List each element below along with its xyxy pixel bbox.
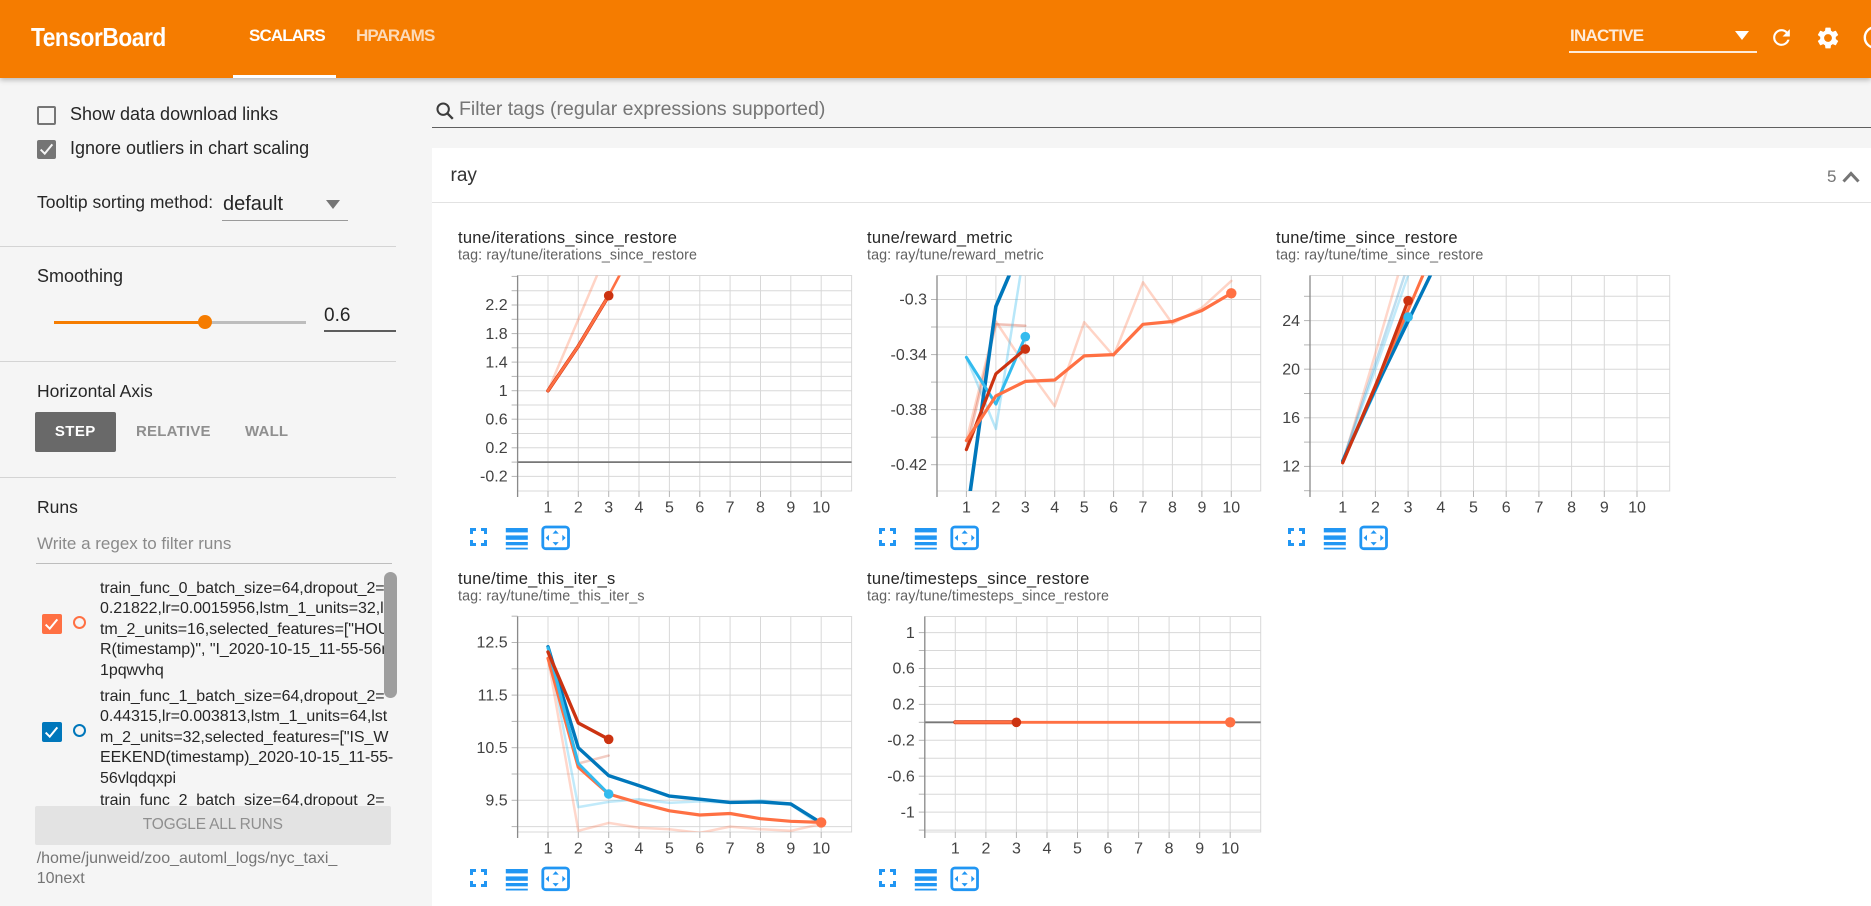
- svg-text:5: 5: [1080, 500, 1089, 517]
- svg-text:8: 8: [1165, 841, 1174, 858]
- svg-text:10: 10: [1221, 841, 1239, 858]
- svg-text:0.2: 0.2: [485, 440, 507, 457]
- svg-text:tune/time_since_restore: tune/time_since_restore: [1276, 229, 1458, 247]
- svg-text:2: 2: [981, 841, 990, 858]
- svg-text:10.5: 10.5: [476, 740, 507, 757]
- svg-text:-0.38: -0.38: [891, 402, 928, 419]
- svg-text:9: 9: [1197, 500, 1206, 517]
- svg-text:-0.42: -0.42: [891, 457, 928, 474]
- svg-text:3: 3: [1021, 500, 1030, 517]
- svg-text:2: 2: [1371, 500, 1380, 517]
- svg-text:4: 4: [1436, 500, 1445, 517]
- svg-text:tune/time_this_iter_s: tune/time_this_iter_s: [458, 570, 616, 588]
- svg-text:0.6: 0.6: [893, 661, 915, 678]
- svg-text:8: 8: [1567, 500, 1576, 517]
- svg-text:1: 1: [499, 383, 508, 400]
- svg-text:12.5: 12.5: [476, 635, 507, 652]
- svg-text:0.2: 0.2: [893, 697, 915, 714]
- svg-text:1: 1: [951, 841, 960, 858]
- svg-text:5: 5: [1073, 841, 1082, 858]
- svg-text:2: 2: [574, 841, 583, 858]
- svg-text:1: 1: [544, 841, 553, 858]
- svg-text:3: 3: [604, 841, 613, 858]
- svg-text:2: 2: [991, 500, 1000, 517]
- svg-text:4: 4: [635, 500, 644, 517]
- svg-text:9: 9: [1195, 841, 1204, 858]
- svg-text:5: 5: [665, 500, 674, 517]
- svg-text:20: 20: [1282, 361, 1300, 378]
- svg-text:10: 10: [1222, 500, 1240, 517]
- svg-text:7: 7: [726, 841, 735, 858]
- svg-text:-0.6: -0.6: [887, 768, 915, 785]
- svg-text:tag: ray/tune/iterations_since: tag: ray/tune/iterations_since_restore: [458, 248, 697, 264]
- svg-text:2.2: 2.2: [485, 297, 507, 314]
- svg-text:3: 3: [1012, 841, 1021, 858]
- svg-text:7: 7: [1534, 500, 1543, 517]
- svg-text:10: 10: [812, 500, 830, 517]
- svg-text:6: 6: [695, 841, 704, 858]
- svg-text:6: 6: [1104, 841, 1113, 858]
- svg-text:2: 2: [574, 500, 583, 517]
- svg-text:8: 8: [1168, 500, 1177, 517]
- svg-text:1.4: 1.4: [485, 354, 507, 371]
- svg-text:-0.34: -0.34: [891, 347, 928, 364]
- svg-text:-0.2: -0.2: [887, 733, 915, 750]
- svg-text:1.8: 1.8: [485, 326, 507, 343]
- svg-text:1: 1: [1338, 500, 1347, 517]
- svg-text:-0.3: -0.3: [899, 292, 927, 309]
- svg-text:9: 9: [786, 500, 795, 517]
- svg-text:6: 6: [1109, 500, 1118, 517]
- svg-text:1: 1: [544, 500, 553, 517]
- svg-text:6: 6: [695, 500, 704, 517]
- svg-text:tag: ray/tune/time_this_iter_s: tag: ray/tune/time_this_iter_s: [458, 589, 645, 605]
- svg-text:9.5: 9.5: [485, 793, 507, 810]
- svg-text:tag: ray/tune/reward_metric: tag: ray/tune/reward_metric: [867, 248, 1044, 264]
- svg-text:9: 9: [1600, 500, 1609, 517]
- svg-text:4: 4: [1043, 841, 1052, 858]
- svg-text:tag: ray/tune/timesteps_since_: tag: ray/tune/timesteps_since_restore: [867, 589, 1109, 605]
- svg-text:-1: -1: [901, 804, 915, 821]
- svg-text:3: 3: [1404, 500, 1413, 517]
- svg-text:16: 16: [1282, 410, 1300, 427]
- svg-text:1: 1: [962, 500, 971, 517]
- svg-text:7: 7: [1139, 500, 1148, 517]
- svg-text:7: 7: [726, 500, 735, 517]
- svg-text:6: 6: [1502, 500, 1511, 517]
- svg-text:8: 8: [756, 500, 765, 517]
- svg-text:1: 1: [906, 625, 915, 642]
- svg-text:8: 8: [756, 841, 765, 858]
- svg-text:7: 7: [1134, 841, 1143, 858]
- svg-text:10: 10: [1628, 500, 1646, 517]
- svg-text:11.5: 11.5: [478, 687, 508, 704]
- svg-text:tune/iterations_since_restore: tune/iterations_since_restore: [458, 229, 677, 247]
- svg-text:tune/reward_metric: tune/reward_metric: [867, 229, 1013, 247]
- svg-text:5: 5: [1469, 500, 1478, 517]
- svg-text:-0.2: -0.2: [480, 469, 508, 486]
- svg-text:12: 12: [1282, 459, 1300, 476]
- svg-text:10: 10: [812, 841, 830, 858]
- svg-text:4: 4: [635, 841, 644, 858]
- svg-text:24: 24: [1282, 313, 1300, 330]
- svg-text:3: 3: [604, 500, 613, 517]
- svg-text:tag: ray/tune/time_since_resto: tag: ray/tune/time_since_restore: [1276, 248, 1483, 264]
- svg-text:0.6: 0.6: [485, 411, 507, 428]
- svg-text:tune/timesteps_since_restore: tune/timesteps_since_restore: [867, 570, 1090, 588]
- svg-text:5: 5: [665, 841, 674, 858]
- svg-text:4: 4: [1050, 500, 1059, 517]
- svg-text:9: 9: [786, 841, 795, 858]
